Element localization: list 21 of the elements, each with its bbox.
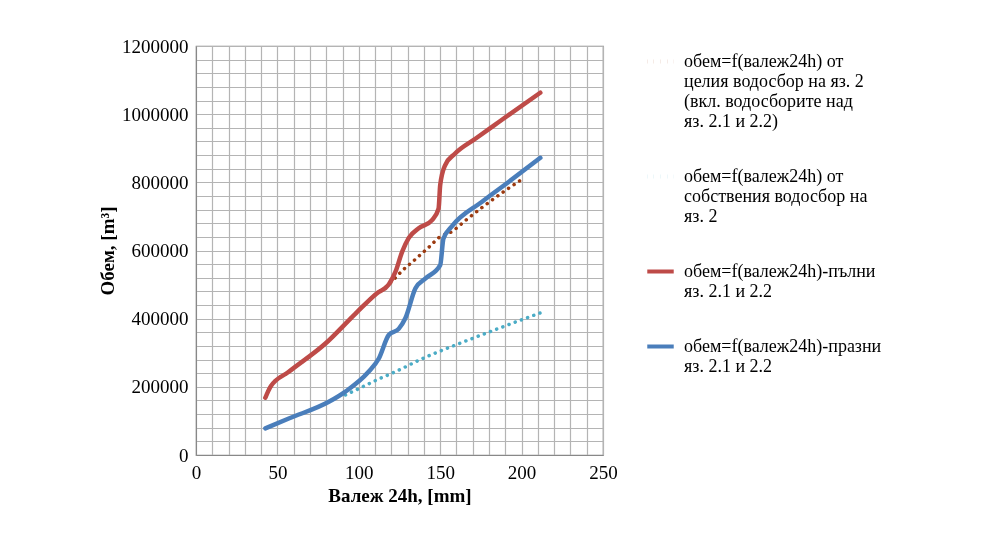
legend-label: обем=f(валеж24h)-празни яз. 2.1 и 2.2 [684,335,882,376]
x-tick-label: 50 [268,461,288,483]
y-tick-label: 800000 [131,171,189,193]
legend-label: обем=f(валеж24h) от целия водосбор на яз. 2 (вкл. водосборите над яз. 2.1 и 2.2) [684,50,864,132]
legend-label: обем=f(валеж24h) от собствения водосбор на яз. 2 [684,165,868,226]
y-tick-label: 200000 [131,376,189,398]
x-axis-title: Валеж 24h, [mm] [328,484,472,506]
x-tick-label: 150 [426,461,455,483]
x-tick-label: 250 [589,461,618,483]
y-tick-label: 1200000 [122,35,189,57]
y-tick-label: 600000 [131,240,189,261]
line-series [263,90,543,400]
legend-label: обем=f(валеж24h)-пълни яз. 2.1 и 2.2 [684,260,876,301]
y-axis-title: Обем, [m³] [97,206,118,296]
x-tick-label: 200 [507,461,537,483]
y-tick-label: 400000 [131,308,189,330]
y-tick-label: 0 [179,444,189,466]
line-series [263,155,543,431]
line-series [343,311,543,397]
y-tick-label: 1000000 [122,103,189,125]
x-tick-label: 100 [345,461,374,483]
